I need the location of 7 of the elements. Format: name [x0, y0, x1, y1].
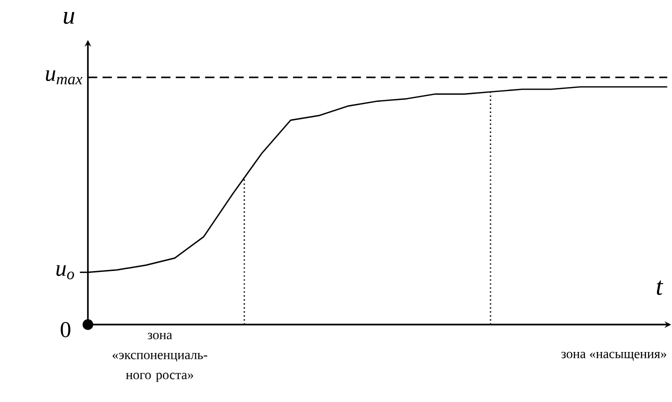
text: зона «экспоненциаль-ного роста» — [112, 333, 208, 382]
y-axis-title: u — [64, 12, 74, 24]
x-axis-title: t — [656, 280, 664, 296]
text: зона «насыщения» — [561, 352, 666, 362]
text: u$_{o}$ — [56, 266, 74, 280]
text: 0 — [60, 322, 70, 338]
ref-line-label: u$_{max}$ — [46, 70, 82, 85]
